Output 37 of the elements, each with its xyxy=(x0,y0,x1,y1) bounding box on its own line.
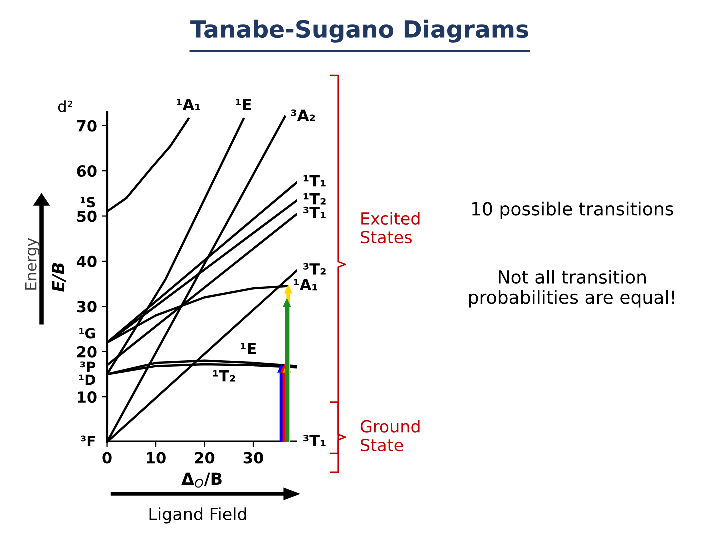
y-tick-label: 10 xyxy=(78,392,97,404)
annotation: ¹S xyxy=(80,197,96,208)
annotation: ¹T₂ xyxy=(213,370,236,382)
text: Excited States xyxy=(361,212,420,244)
annotation: ¹T₂ xyxy=(304,193,326,205)
text: 10 possible transitions xyxy=(472,202,674,220)
annotation: ¹T₁ xyxy=(304,175,326,187)
annotation: ¹E xyxy=(236,99,252,110)
text: Ground State xyxy=(360,420,420,452)
annotation: ³T₁ xyxy=(304,206,326,218)
text: d² xyxy=(58,100,72,112)
y-tick-label: 30 xyxy=(77,301,97,313)
annotation: ¹D xyxy=(79,374,96,386)
annotation: ¹A₁ xyxy=(176,99,200,110)
annotation: ¹G xyxy=(80,328,96,339)
y-tick-label: 40 xyxy=(76,256,97,268)
text: Energy xyxy=(25,238,40,290)
annotation: ³F xyxy=(81,436,95,446)
text: Tanabe-Sugano Diagrams xyxy=(190,20,528,43)
annotation: ¹A₁ xyxy=(294,279,318,291)
x-axis-title: Δ$_{O}$/B xyxy=(182,472,222,488)
y-axis-title: E/B xyxy=(52,263,66,292)
text: Not all transition probabilities are equal! xyxy=(469,270,674,308)
annotation: ³T₂ xyxy=(304,263,326,275)
text: Ligand Field xyxy=(150,508,246,524)
y-tick-label: 20 xyxy=(78,346,97,358)
annotation: ³T₁ xyxy=(304,435,326,447)
annotation: ¹E xyxy=(240,343,256,354)
x-tick-label: 10 xyxy=(147,452,166,464)
x-tick-label: 0 xyxy=(102,452,112,464)
y-tick-label: 70 xyxy=(77,120,97,132)
x-tick-label: 20 xyxy=(195,452,215,464)
annotation: ³P xyxy=(80,362,96,372)
y-tick-label: 60 xyxy=(77,166,97,178)
x-tick-label: 30 xyxy=(244,452,264,464)
annotation: ³A₂ xyxy=(291,110,316,122)
y-tick-label: 50 xyxy=(77,210,97,222)
